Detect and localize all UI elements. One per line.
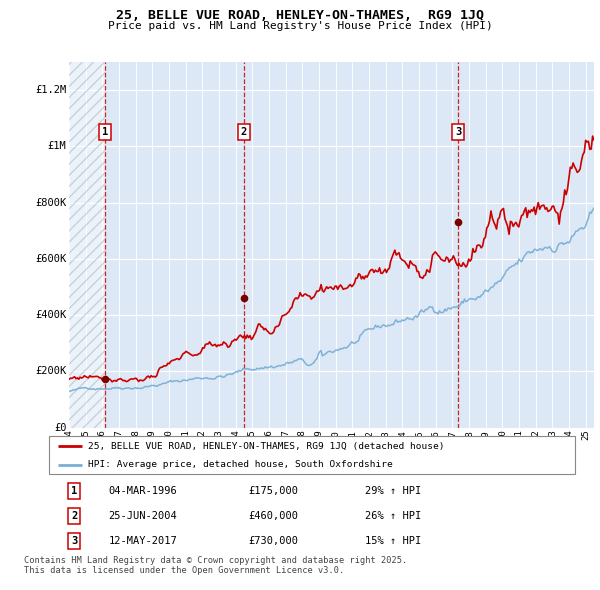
Text: 2: 2 <box>71 512 77 521</box>
Text: £800K: £800K <box>35 198 67 208</box>
Text: 2: 2 <box>241 127 247 137</box>
Bar <box>69 62 105 428</box>
Text: 29% ↑ HPI: 29% ↑ HPI <box>365 486 421 496</box>
Text: 25, BELLE VUE ROAD, HENLEY-ON-THAMES,  RG9 1JQ: 25, BELLE VUE ROAD, HENLEY-ON-THAMES, RG… <box>116 9 484 22</box>
Text: 15% ↑ HPI: 15% ↑ HPI <box>365 536 421 546</box>
Text: 3: 3 <box>71 536 77 546</box>
Text: £600K: £600K <box>35 254 67 264</box>
Text: 25-JUN-2004: 25-JUN-2004 <box>109 512 178 521</box>
Text: 26% ↑ HPI: 26% ↑ HPI <box>365 512 421 521</box>
FancyBboxPatch shape <box>49 435 575 474</box>
Text: HPI: Average price, detached house, South Oxfordshire: HPI: Average price, detached house, Sout… <box>88 460 392 470</box>
Text: £730,000: £730,000 <box>248 536 299 546</box>
Text: 25, BELLE VUE ROAD, HENLEY-ON-THAMES, RG9 1JQ (detached house): 25, BELLE VUE ROAD, HENLEY-ON-THAMES, RG… <box>88 441 444 451</box>
Text: 12-MAY-2017: 12-MAY-2017 <box>109 536 178 546</box>
Text: 1: 1 <box>71 486 77 496</box>
Text: £1.2M: £1.2M <box>35 85 67 95</box>
Text: 1: 1 <box>102 127 108 137</box>
Text: Price paid vs. HM Land Registry's House Price Index (HPI): Price paid vs. HM Land Registry's House … <box>107 21 493 31</box>
Text: £400K: £400K <box>35 310 67 320</box>
Text: 3: 3 <box>455 127 461 137</box>
Text: 04-MAR-1996: 04-MAR-1996 <box>109 486 178 496</box>
Text: £175,000: £175,000 <box>248 486 299 496</box>
Text: £460,000: £460,000 <box>248 512 299 521</box>
Text: Contains HM Land Registry data © Crown copyright and database right 2025.
This d: Contains HM Land Registry data © Crown c… <box>24 556 407 575</box>
Text: £0: £0 <box>54 423 67 432</box>
Text: £200K: £200K <box>35 366 67 376</box>
Text: £1M: £1M <box>47 142 67 152</box>
